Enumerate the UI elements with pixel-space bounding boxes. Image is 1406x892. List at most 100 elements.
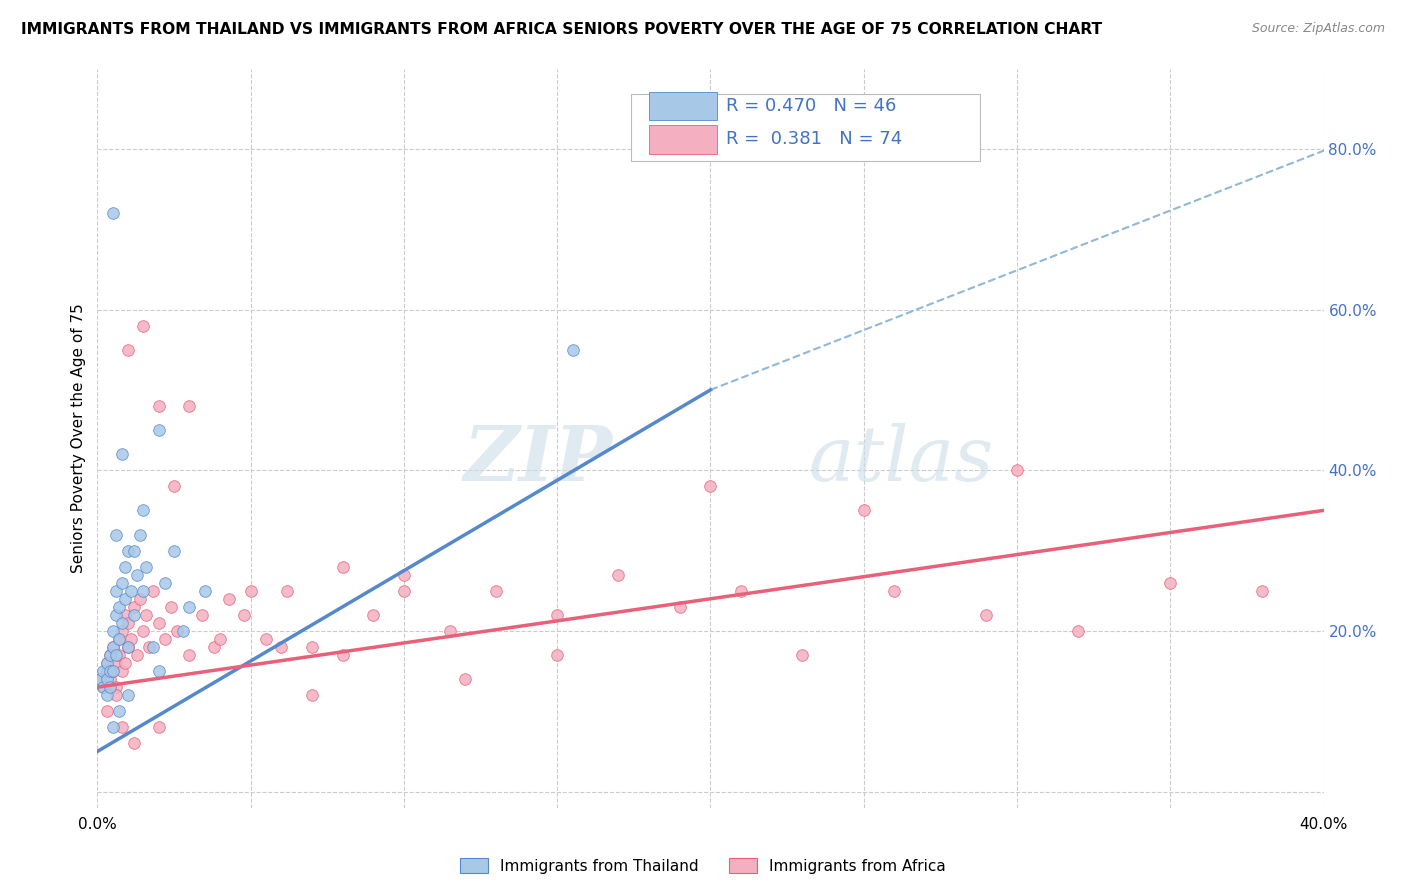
- Point: [96, 664, 118, 678]
- Point: [239, 583, 262, 598]
- Point: [163, 479, 186, 493]
- Legend: Immigrants from Thailand, Immigrants from Africa: Immigrants from Thailand, Immigrants fro…: [454, 852, 952, 880]
- Point: [122, 736, 145, 750]
- FancyBboxPatch shape: [650, 92, 717, 120]
- Point: [163, 543, 186, 558]
- Point: [120, 632, 142, 646]
- Point: [111, 664, 134, 678]
- Point: [101, 624, 124, 638]
- Text: atlas: atlas: [808, 424, 994, 497]
- Text: ZIP: ZIP: [464, 424, 613, 497]
- Point: [332, 559, 354, 574]
- Point: [132, 624, 155, 638]
- Point: [132, 318, 155, 333]
- Point: [114, 591, 136, 606]
- Point: [153, 632, 176, 646]
- Point: [108, 632, 131, 646]
- Point: [108, 632, 131, 646]
- Point: [104, 680, 127, 694]
- Point: [160, 599, 183, 614]
- Point: [254, 632, 277, 646]
- Point: [361, 607, 384, 622]
- Point: [148, 615, 170, 630]
- Point: [127, 567, 149, 582]
- Point: [792, 648, 814, 662]
- Point: [104, 688, 127, 702]
- Point: [699, 479, 721, 493]
- Point: [148, 399, 170, 413]
- Point: [883, 583, 905, 598]
- Text: R =  0.381   N = 74: R = 0.381 N = 74: [727, 130, 903, 148]
- Point: [148, 720, 170, 734]
- Point: [111, 447, 134, 461]
- Point: [96, 688, 118, 702]
- Point: [546, 648, 568, 662]
- Point: [108, 648, 131, 662]
- Point: [132, 583, 155, 598]
- Point: [93, 664, 115, 678]
- Point: [141, 640, 163, 654]
- Point: [141, 583, 163, 598]
- Point: [101, 664, 124, 678]
- Point: [114, 607, 136, 622]
- FancyBboxPatch shape: [650, 126, 717, 153]
- Point: [101, 640, 124, 654]
- Point: [120, 583, 142, 598]
- Point: [976, 607, 998, 622]
- Point: [301, 640, 323, 654]
- Point: [98, 648, 121, 662]
- Point: [179, 399, 201, 413]
- Point: [104, 527, 127, 541]
- Point: [101, 720, 124, 734]
- Point: [104, 656, 127, 670]
- Point: [202, 640, 225, 654]
- Point: [135, 607, 157, 622]
- Point: [93, 680, 115, 694]
- Point: [111, 615, 134, 630]
- Point: [117, 640, 139, 654]
- Point: [114, 559, 136, 574]
- Point: [108, 704, 131, 718]
- Point: [98, 680, 121, 694]
- Point: [607, 567, 630, 582]
- Text: IMMIGRANTS FROM THAILAND VS IMMIGRANTS FROM AFRICA SENIORS POVERTY OVER THE AGE : IMMIGRANTS FROM THAILAND VS IMMIGRANTS F…: [21, 22, 1102, 37]
- Point: [148, 423, 170, 437]
- Point: [93, 680, 115, 694]
- Point: [135, 559, 157, 574]
- Point: [111, 575, 134, 590]
- Point: [179, 599, 201, 614]
- Point: [117, 640, 139, 654]
- Point: [96, 656, 118, 670]
- Point: [153, 575, 176, 590]
- Point: [98, 664, 121, 678]
- Point: [122, 607, 145, 622]
- Point: [127, 648, 149, 662]
- Point: [98, 672, 121, 686]
- Point: [108, 599, 131, 614]
- Point: [117, 688, 139, 702]
- Point: [1251, 583, 1274, 598]
- Point: [1067, 624, 1090, 638]
- Text: Source: ZipAtlas.com: Source: ZipAtlas.com: [1251, 22, 1385, 36]
- Point: [104, 583, 127, 598]
- Point: [111, 624, 134, 638]
- Point: [190, 607, 212, 622]
- Point: [129, 591, 152, 606]
- Point: [546, 607, 568, 622]
- Point: [454, 672, 477, 686]
- Point: [852, 503, 875, 517]
- Point: [89, 672, 111, 686]
- Point: [101, 640, 124, 654]
- Point: [730, 583, 752, 598]
- Point: [132, 503, 155, 517]
- Text: R = 0.470   N = 46: R = 0.470 N = 46: [727, 97, 897, 115]
- Y-axis label: Seniors Poverty Over the Age of 75: Seniors Poverty Over the Age of 75: [72, 303, 86, 573]
- Point: [392, 567, 415, 582]
- Point: [1159, 575, 1181, 590]
- Point: [96, 672, 118, 686]
- Point: [96, 656, 118, 670]
- Point: [208, 632, 231, 646]
- Point: [218, 591, 240, 606]
- Point: [117, 343, 139, 357]
- Point: [104, 607, 127, 622]
